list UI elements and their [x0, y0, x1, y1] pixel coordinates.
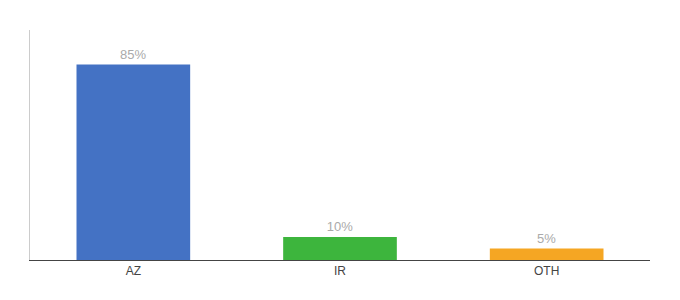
svg-text:AZ: AZ — [126, 264, 141, 278]
svg-text:85%: 85% — [120, 47, 146, 62]
svg-text:5%: 5% — [537, 231, 556, 246]
svg-text:OTH: OTH — [534, 264, 559, 278]
svg-text:10%: 10% — [327, 219, 353, 234]
svg-text:IR: IR — [334, 264, 346, 278]
